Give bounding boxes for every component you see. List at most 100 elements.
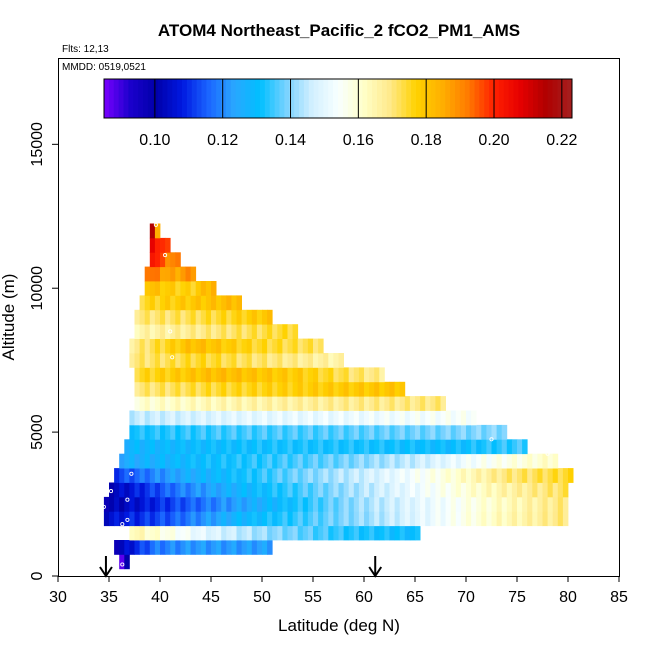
- heatmap-cell: [165, 281, 171, 296]
- heatmap-cell: [221, 511, 227, 527]
- heatmap-cell: [251, 525, 258, 541]
- heatmap-cell: [506, 496, 513, 512]
- heatmap-cell: [180, 453, 186, 469]
- heatmap-cell: [165, 367, 171, 383]
- heatmap-cell: [211, 309, 217, 325]
- heatmap-cell: [491, 468, 497, 483]
- heatmap-cell: [267, 525, 273, 541]
- heatmap-cell: [170, 525, 176, 541]
- heatmap-cell: [114, 540, 120, 555]
- heatmap-cell: [272, 381, 278, 397]
- heatmap-cell: [282, 353, 288, 368]
- heatmap-cell: [190, 324, 197, 339]
- heatmap-cell: [353, 496, 360, 512]
- colorbar-segment: [104, 79, 110, 118]
- heatmap-cell: [430, 424, 436, 440]
- heatmap-cell: [379, 439, 385, 455]
- heatmap-cell: [216, 482, 222, 498]
- heatmap-cell: [471, 424, 477, 440]
- heatmap-cell: [231, 468, 237, 483]
- heatmap-cell: [287, 424, 293, 440]
- heatmap-cell: [165, 324, 171, 339]
- heatmap-cell: [323, 453, 329, 469]
- heatmap-cell: [149, 511, 156, 527]
- heatmap-cell: [496, 496, 503, 512]
- heatmap-cell: [323, 424, 329, 440]
- heatmap-cell: [338, 353, 344, 368]
- heatmap-cell: [175, 281, 181, 296]
- colorbar-segment: [182, 79, 188, 118]
- heatmap-cell: [251, 338, 258, 354]
- heatmap-cell: [476, 482, 482, 498]
- heatmap-cell: [435, 496, 441, 512]
- heatmap-cell: [211, 453, 217, 469]
- heatmap-cell: [195, 525, 202, 541]
- heatmap-cell: [267, 396, 273, 411]
- heatmap-cell: [517, 453, 523, 469]
- colorbar-segment: [245, 79, 251, 118]
- heatmap-cell: [394, 439, 401, 455]
- heatmap-cell: [384, 525, 390, 541]
- heatmap-cell: [221, 309, 227, 325]
- heatmap-cell: [292, 482, 299, 498]
- heatmap-cell: [134, 338, 140, 354]
- heatmap-cell: [313, 439, 319, 455]
- heatmap-cell: [241, 338, 248, 354]
- colorbar-segment: [328, 79, 334, 118]
- heatmap-cell: [231, 496, 237, 512]
- colorbar-segment: [128, 79, 134, 118]
- heatmap-cell: [369, 453, 375, 469]
- heatmap-cell: [384, 496, 390, 512]
- heatmap-cell: [175, 511, 181, 527]
- heatmap-cell: [221, 453, 227, 469]
- heatmap-cell: [175, 353, 181, 368]
- heatmap-cell: [323, 439, 329, 455]
- heatmap-cell: [404, 453, 411, 469]
- colorbar-segment: [279, 79, 285, 118]
- colorbar-segment: [396, 79, 402, 118]
- heatmap-cell: [160, 410, 166, 426]
- heatmap-cell: [287, 482, 293, 498]
- heatmap-cell: [297, 468, 304, 483]
- heatmap-cell: [256, 396, 263, 411]
- heatmap-cell: [139, 381, 146, 397]
- heatmap-cell: [129, 353, 135, 368]
- heatmap-cell: [124, 482, 130, 498]
- heatmap-cell: [236, 424, 242, 440]
- heatmap-cell: [333, 511, 339, 527]
- heatmap-cell: [297, 525, 304, 541]
- colorbar-tick-label: 0.22: [546, 132, 577, 149]
- heatmap-cell: [409, 468, 416, 483]
- heatmap-cell: [231, 381, 237, 397]
- heatmap-cell: [262, 367, 268, 383]
- heatmap-cell: [430, 496, 436, 512]
- heatmap-cell: [205, 281, 212, 296]
- heatmap-cell: [277, 525, 283, 541]
- heatmap-cell: [231, 410, 237, 426]
- heatmap-cell: [149, 540, 156, 555]
- heatmap-cell: [318, 525, 324, 541]
- heatmap-cell: [221, 381, 227, 397]
- heatmap-cell: [323, 525, 329, 541]
- heatmap-cell: [297, 453, 304, 469]
- heatmap-cell: [139, 367, 146, 383]
- heatmap-cell: [338, 396, 344, 411]
- heatmap-cell: [160, 482, 166, 498]
- heatmap-cell: [394, 381, 401, 397]
- heatmap-cell: [205, 496, 212, 512]
- heatmap-cell: [175, 396, 181, 411]
- heatmap-cell: [318, 511, 324, 527]
- heatmap-cell: [496, 511, 503, 527]
- heatmap-cell: [129, 338, 135, 354]
- heatmap-cell: [384, 511, 390, 527]
- heatmap-cell: [251, 496, 258, 512]
- heatmap-cell: [251, 511, 258, 527]
- heatmap-cell: [318, 468, 324, 483]
- colorbar-segment: [469, 79, 476, 118]
- heatmap-cell: [195, 281, 202, 296]
- colorbar-segment: [250, 79, 256, 118]
- heatmap-cell: [287, 453, 293, 469]
- colorbar-segment: [401, 79, 407, 118]
- heatmap-cell: [154, 338, 161, 354]
- heatmap-cell: [415, 511, 421, 527]
